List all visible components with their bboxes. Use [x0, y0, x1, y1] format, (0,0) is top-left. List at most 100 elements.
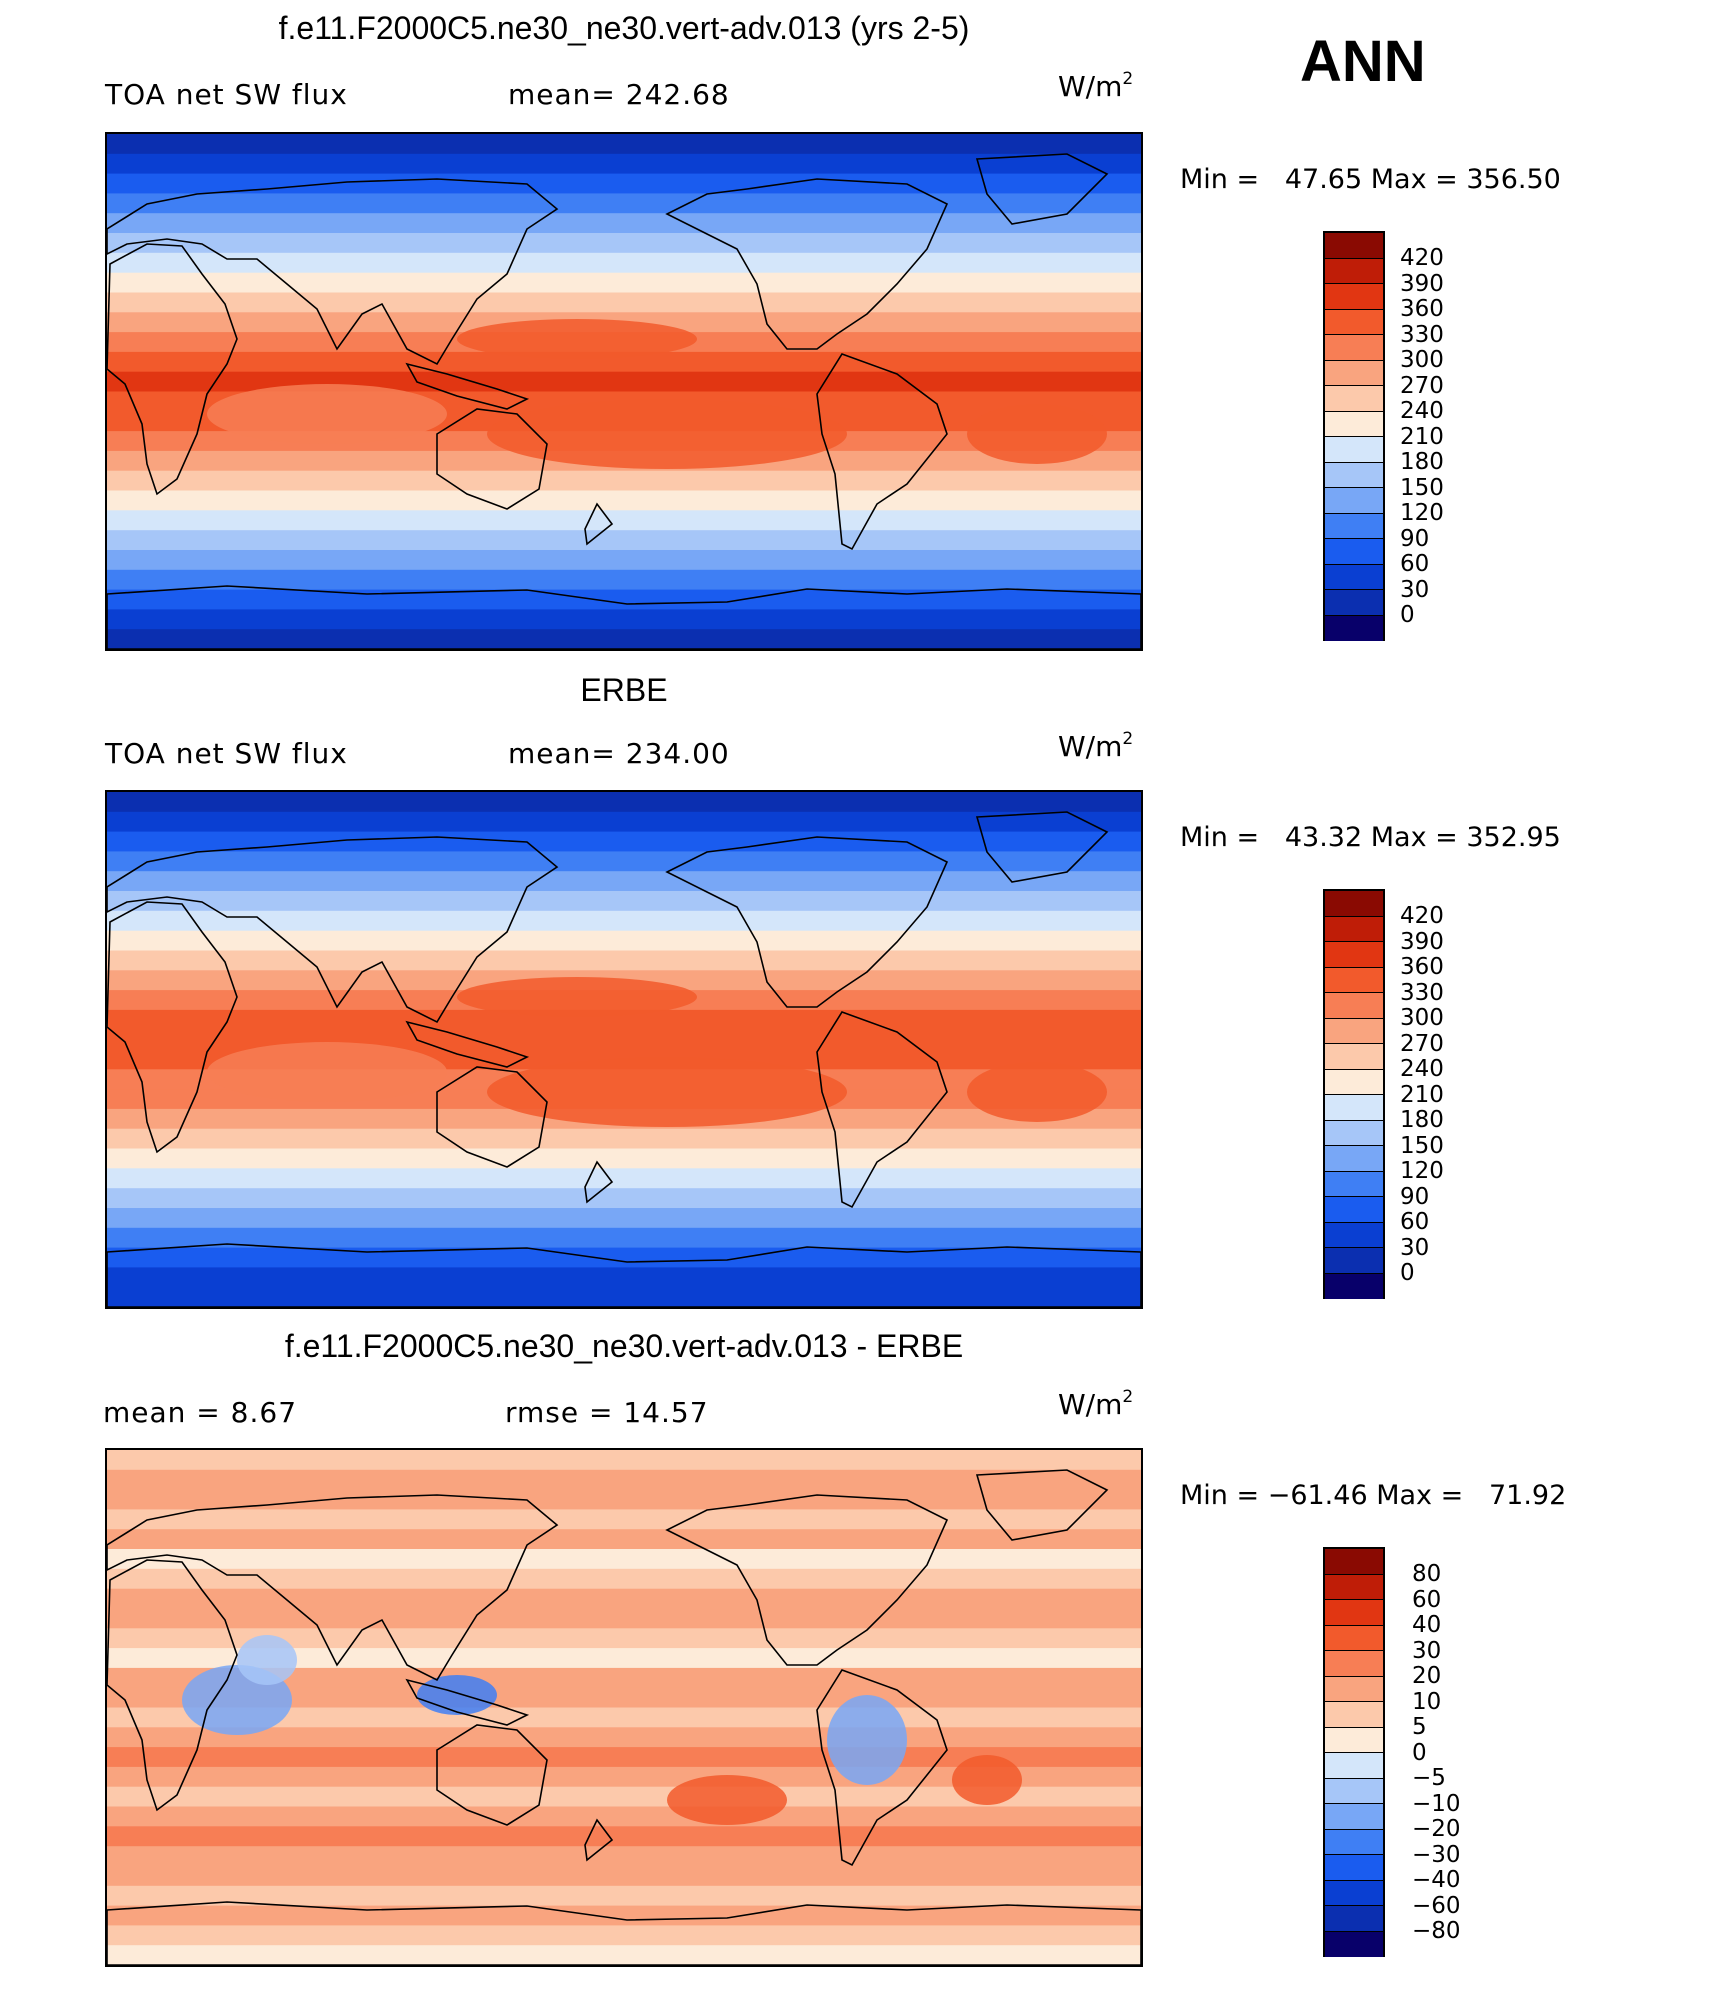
colorbar-ticks-model: 420 390 360 330 300 270 240 210 180 150 120 90 60 30 0	[1400, 245, 1444, 629]
colorbar-tick-label: 150	[1400, 1132, 1444, 1159]
colorbar-tick-label: 20	[1412, 1663, 1442, 1689]
latitude-band	[107, 1188, 1141, 1209]
min-max-diff: Min = −61.46 Max = 71.92	[1180, 1480, 1567, 1511]
colorbar-swatch	[1325, 1931, 1383, 1957]
latitude-band	[107, 871, 1141, 892]
latitude-band	[107, 550, 1141, 571]
colorbar-swatch	[1325, 1804, 1383, 1830]
coastline-australia	[436, 1066, 548, 1168]
coastlines-obs	[107, 811, 1141, 1307]
coastline-samerica	[816, 1669, 948, 1867]
colorbar-tick-label: 90	[1400, 525, 1430, 552]
colorbar-swatch	[1325, 1753, 1383, 1779]
colorbar-swatch	[1325, 615, 1383, 641]
colorbar-swatch	[1325, 284, 1383, 310]
coastline-eurasia	[107, 178, 559, 366]
colorbar-swatch	[1325, 1702, 1383, 1728]
colorbar-swatch	[1325, 891, 1383, 917]
latitude-band	[107, 1148, 1141, 1170]
colorbar-swatch	[1325, 437, 1383, 463]
colorbar-tick-label: 150	[1400, 474, 1444, 501]
coastlines-model	[107, 153, 1141, 649]
coastline-nz	[584, 1818, 614, 1862]
colorbar-tick-label: 390	[1400, 270, 1444, 297]
colorbar-swatch	[1325, 462, 1383, 488]
colorbar-diff	[1323, 1547, 1385, 1957]
latitude-band	[107, 1648, 1141, 1669]
colorbar-swatch	[1325, 1676, 1383, 1702]
latitude-band	[107, 153, 1141, 175]
variable-label-obs: TOA net SW flux	[105, 737, 348, 770]
coastline-namerica	[665, 178, 949, 350]
colorbar-swatch	[1325, 1095, 1383, 1121]
colorbar-tick-label: 210	[1400, 423, 1444, 450]
latitude-band	[107, 510, 1141, 532]
colorbar-tick-label: 420	[1400, 903, 1444, 929]
coastlines-diff	[107, 1469, 1141, 1965]
colorbar-swatch	[1325, 258, 1383, 284]
colorbar-tick-label: 60	[1400, 1209, 1430, 1235]
colorbar-tick-label: 80	[1412, 1561, 1442, 1587]
latitude-band	[107, 1885, 1141, 1907]
latitude-band	[107, 530, 1141, 551]
contour-field-obs	[107, 792, 1141, 1307]
colorbar-tick-label: 270	[1400, 1030, 1444, 1057]
coastline-africa	[107, 243, 238, 496]
latitude-band	[107, 851, 1141, 873]
coastline-africa	[107, 1559, 238, 1812]
mean-label-diff: mean = 8.67	[103, 1396, 298, 1429]
coastline-australia	[436, 1724, 548, 1826]
latitude-band	[107, 792, 1141, 813]
latitude-band	[107, 930, 1141, 952]
latitude-band	[107, 213, 1141, 234]
mean-label-obs: mean= 234.00	[508, 737, 730, 770]
colorbar-swatch	[1325, 942, 1383, 968]
latitude-band	[107, 1450, 1141, 1471]
coastline-greenland	[975, 1469, 1109, 1541]
colorbar-swatch	[1325, 993, 1383, 1019]
coastline-nz	[584, 502, 614, 546]
colorbar-tick-label: −10	[1412, 1790, 1461, 1817]
contour-blob	[457, 977, 697, 1017]
units-label-model: W/m2	[1058, 68, 1134, 103]
colorbar-tick-label: 300	[1400, 347, 1444, 373]
colorbar-tick-label: −40	[1412, 1867, 1461, 1893]
colorbar-swatch	[1325, 1248, 1383, 1274]
colorbar-tick-label: 180	[1400, 449, 1444, 475]
colorbar-tick-label: 390	[1400, 928, 1444, 955]
latitude-band	[107, 1925, 1141, 1947]
colorbar-tick-label: 330	[1400, 321, 1444, 348]
units-label-obs: W/m2	[1058, 728, 1134, 763]
latitude-band	[107, 831, 1141, 853]
colorbar-swatch	[1325, 335, 1383, 361]
coastline-indo	[405, 1678, 530, 1726]
colorbar-tick-label: 240	[1400, 398, 1444, 424]
colorbar-tick-label: 270	[1400, 372, 1444, 399]
latitude-band	[107, 1608, 1141, 1630]
colorbar-swatch	[1325, 1120, 1383, 1146]
colorbar-tick-label: 300	[1400, 1005, 1444, 1031]
colorbar-swatch	[1325, 488, 1383, 514]
colorbar-tick-label: 120	[1400, 1158, 1444, 1184]
latitude-band	[107, 470, 1141, 492]
latitude-band	[107, 1529, 1141, 1550]
coastline-australia	[436, 408, 548, 510]
latitude-band	[107, 1267, 1141, 1289]
colorbar-swatch	[1325, 1906, 1383, 1932]
contour-blob	[417, 1675, 497, 1715]
colorbar-tick-label: 30	[1400, 576, 1430, 603]
units-label-diff: W/m2	[1058, 1386, 1134, 1421]
colorbar-swatch	[1325, 590, 1383, 616]
season-label: ANN	[1300, 29, 1426, 94]
latitude-band	[107, 1227, 1141, 1249]
latitude-band	[107, 252, 1141, 274]
coastline-indo	[405, 362, 530, 410]
colorbar-swatch	[1325, 564, 1383, 590]
colorbar-swatch	[1325, 1855, 1383, 1881]
map-diff	[105, 1448, 1143, 1967]
colorbar-tick-label: 180	[1400, 1107, 1444, 1133]
colorbar-tick-label: 0	[1412, 1739, 1427, 1766]
colorbar-tick-label: −20	[1412, 1816, 1461, 1842]
latitude-band	[107, 1208, 1141, 1229]
colorbar-tick-label: 60	[1412, 1586, 1442, 1613]
